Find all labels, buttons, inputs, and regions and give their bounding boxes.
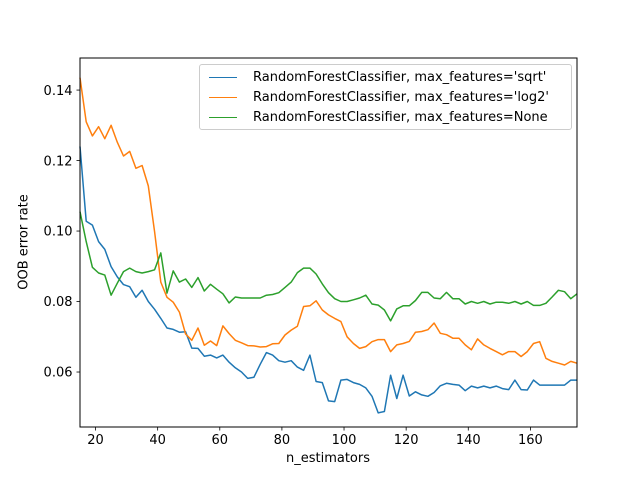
- series-lines: [79, 77, 578, 414]
- x-tick-label: 140: [456, 433, 481, 448]
- legend-label-sqrt: RandomForestClassifier, max_features='sq…: [253, 69, 547, 85]
- x-tick-label: 60: [212, 433, 229, 448]
- y-tick-label: 0.12: [44, 154, 73, 169]
- legend: RandomForestClassifier, max_features='sq…: [199, 64, 572, 130]
- legend-label-none: RandomForestClassifier, max_features=Non…: [253, 109, 548, 125]
- x-tick-label: 120: [394, 433, 419, 448]
- x-tick-label: 100: [332, 433, 357, 448]
- legend-row-log2: RandomForestClassifier, max_features='lo…: [208, 87, 563, 107]
- legend-line-sample-log2: [209, 96, 237, 98]
- legend-label-log2: RandomForestClassifier, max_features='lo…: [253, 89, 549, 105]
- y-axis-label: OOB error rate: [16, 194, 32, 290]
- legend-row-sqrt: RandomForestClassifier, max_features='sq…: [208, 67, 563, 87]
- plot-border: [79, 57, 578, 428]
- y-tick-label: 0.10: [44, 225, 73, 240]
- x-tick-label: 160: [518, 433, 543, 448]
- legend-line-sample-none: [209, 116, 237, 118]
- y-tick-label: 0.14: [44, 84, 73, 99]
- x-tick-label: 80: [274, 433, 291, 448]
- y-tick-label: 0.08: [44, 295, 73, 310]
- x-tick-label: 20: [87, 433, 104, 448]
- y-tick-label: 0.06: [44, 366, 73, 381]
- series-line-sqrt: [79, 146, 577, 414]
- legend-row-none: RandomForestClassifier, max_features=Non…: [208, 107, 563, 127]
- series-line-none: [79, 211, 578, 322]
- x-tick-label: 40: [149, 433, 166, 448]
- x-axis-label: n_estimators: [285, 451, 371, 466]
- series-line-log2: [79, 77, 578, 366]
- x-axis-ticks: 20 40 60 80 100 120 140 160: [87, 427, 543, 448]
- legend-line-sample-sqrt: [209, 76, 237, 78]
- y-axis-ticks: 0.06 0.08 0.10 0.12 0.14: [44, 84, 80, 381]
